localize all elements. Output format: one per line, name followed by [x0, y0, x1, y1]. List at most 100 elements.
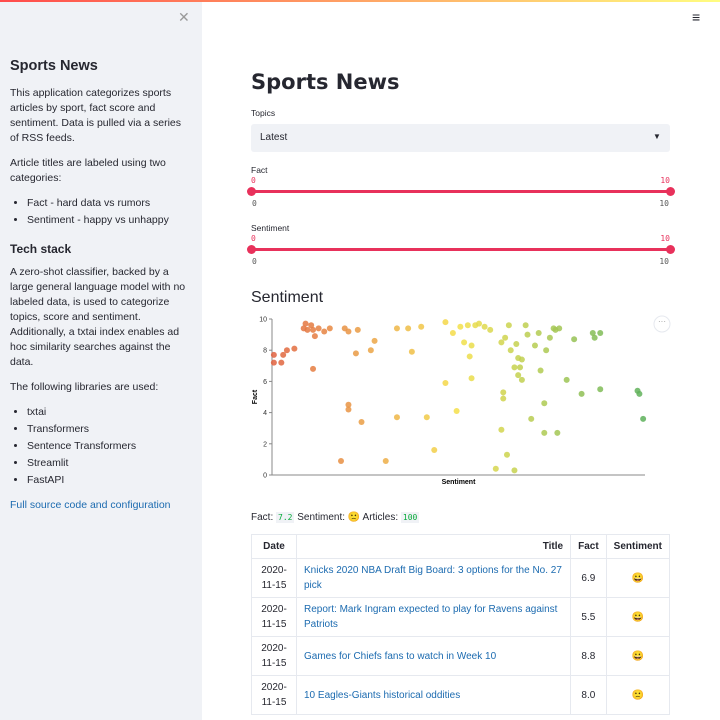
- fact-label: Fact:: [251, 512, 274, 523]
- article-link[interactable]: 10 Eagles-Giants historical oddities: [304, 689, 461, 701]
- point: [546, 334, 553, 341]
- point: [563, 376, 570, 383]
- top-decoration: [0, 0, 720, 2]
- menu-button[interactable]: ≡: [692, 9, 701, 25]
- point: [442, 379, 449, 386]
- sentiment-label: Sentiment:: [297, 512, 346, 523]
- point: [505, 322, 512, 329]
- point: [310, 326, 317, 333]
- y-tick-label: 8: [263, 348, 267, 355]
- slider-label: Sentiment: [251, 223, 290, 233]
- topics-select[interactable]: Latest ▼: [251, 124, 670, 152]
- slider-thumb[interactable]: [247, 245, 256, 254]
- table-cell: 😀: [605, 636, 671, 676]
- slider-value: 10: [660, 176, 670, 185]
- slider-max: 10: [659, 199, 669, 208]
- table-cell: 8.0: [570, 675, 607, 715]
- point: [418, 323, 425, 330]
- y-tick-label: 6: [263, 379, 267, 386]
- category: Sentiment - happy vs unhappy: [27, 213, 190, 228]
- point: [636, 390, 643, 397]
- table-cell: 8.8: [570, 636, 607, 676]
- table-cell: 😀: [605, 597, 671, 637]
- point: [578, 390, 585, 397]
- point: [393, 325, 400, 332]
- column-header: Sentiment: [605, 534, 671, 559]
- table-cell: 2020-11-15: [251, 597, 297, 637]
- sidebar-content: Sports News This application categorizes…: [10, 59, 190, 513]
- table-cell: 2020-11-15: [251, 675, 297, 715]
- point: [524, 331, 531, 338]
- article-link[interactable]: Report: Mark Ingram expected to play for…: [304, 604, 558, 630]
- source-link[interactable]: Full source code and configuration: [10, 499, 171, 511]
- point: [352, 350, 359, 357]
- article-link[interactable]: Games for Chiefs fans to watch in Week 1…: [304, 650, 497, 662]
- point: [503, 451, 510, 458]
- point: [515, 372, 522, 379]
- header-row: Date Title Fact Sentiment: [251, 534, 671, 559]
- point: [518, 376, 525, 383]
- category: Fact - hard data vs rumors: [27, 196, 190, 211]
- point: [468, 342, 475, 349]
- fact-value: 7.2: [276, 512, 295, 523]
- labels-text: Article titles are labeled using two cat…: [10, 157, 166, 184]
- point: [498, 426, 505, 433]
- point: [531, 342, 538, 349]
- library: Streamlit: [27, 456, 190, 471]
- sentiment-value: 🙁: [347, 512, 361, 523]
- point: [453, 408, 460, 415]
- point: [358, 418, 365, 425]
- library: FastAPI: [27, 473, 190, 488]
- page-title: Sports News: [251, 70, 400, 94]
- point: [302, 320, 309, 327]
- slider-thumb[interactable]: [666, 245, 675, 254]
- point: [537, 367, 544, 374]
- slider-min: 0: [252, 257, 257, 266]
- svg-text:···: ···: [658, 317, 666, 326]
- y-axis-title: Fact: [252, 389, 259, 404]
- title-cell: 10 Eagles-Giants historical oddities: [295, 675, 572, 715]
- library: txtai: [27, 405, 190, 420]
- chart-heading: Sentiment: [251, 289, 324, 306]
- point: [354, 326, 361, 333]
- point: [541, 429, 548, 436]
- tech-heading: Tech stack: [10, 242, 72, 256]
- table-cell: 2020-11-15: [251, 558, 297, 598]
- close-sidebar[interactable]: ✕: [178, 9, 190, 25]
- table-cell: 🙁: [605, 675, 671, 715]
- slider-max: 10: [659, 257, 669, 266]
- y-tick-label: 10: [259, 317, 267, 324]
- point: [511, 467, 518, 474]
- y-tick-label: 4: [263, 410, 267, 417]
- sidebar-title: Sports News: [10, 58, 98, 74]
- article-link[interactable]: Knicks 2020 NBA Draft Big Board: 3 optio…: [304, 565, 562, 591]
- point: [528, 415, 535, 422]
- point: [326, 325, 333, 332]
- chart-menu[interactable]: ···: [653, 315, 671, 333]
- point: [310, 365, 317, 372]
- point: [423, 414, 430, 421]
- point: [405, 325, 412, 332]
- point: [500, 395, 507, 402]
- point: [315, 325, 322, 332]
- library: Transformers: [27, 422, 190, 437]
- point: [556, 325, 563, 332]
- point: [571, 336, 578, 343]
- slider-thumb[interactable]: [666, 187, 675, 196]
- select-caret: ▼: [653, 132, 661, 141]
- point: [464, 322, 471, 329]
- point: [345, 406, 352, 413]
- point: [522, 322, 529, 329]
- slider-value: 0: [251, 176, 256, 185]
- column-header: Title: [295, 534, 572, 559]
- table-row: 2020-11-15 10 Eagles-Giants historical od…: [251, 675, 671, 715]
- slider-thumb[interactable]: [247, 187, 256, 196]
- column-header: Fact: [570, 534, 607, 559]
- slider-value: 0: [251, 234, 256, 243]
- table-cell: 5.5: [570, 597, 607, 637]
- title-cell: Report: Mark Ingram expected to play for…: [295, 597, 572, 637]
- point: [431, 447, 438, 454]
- point: [371, 337, 378, 344]
- point: [502, 334, 509, 341]
